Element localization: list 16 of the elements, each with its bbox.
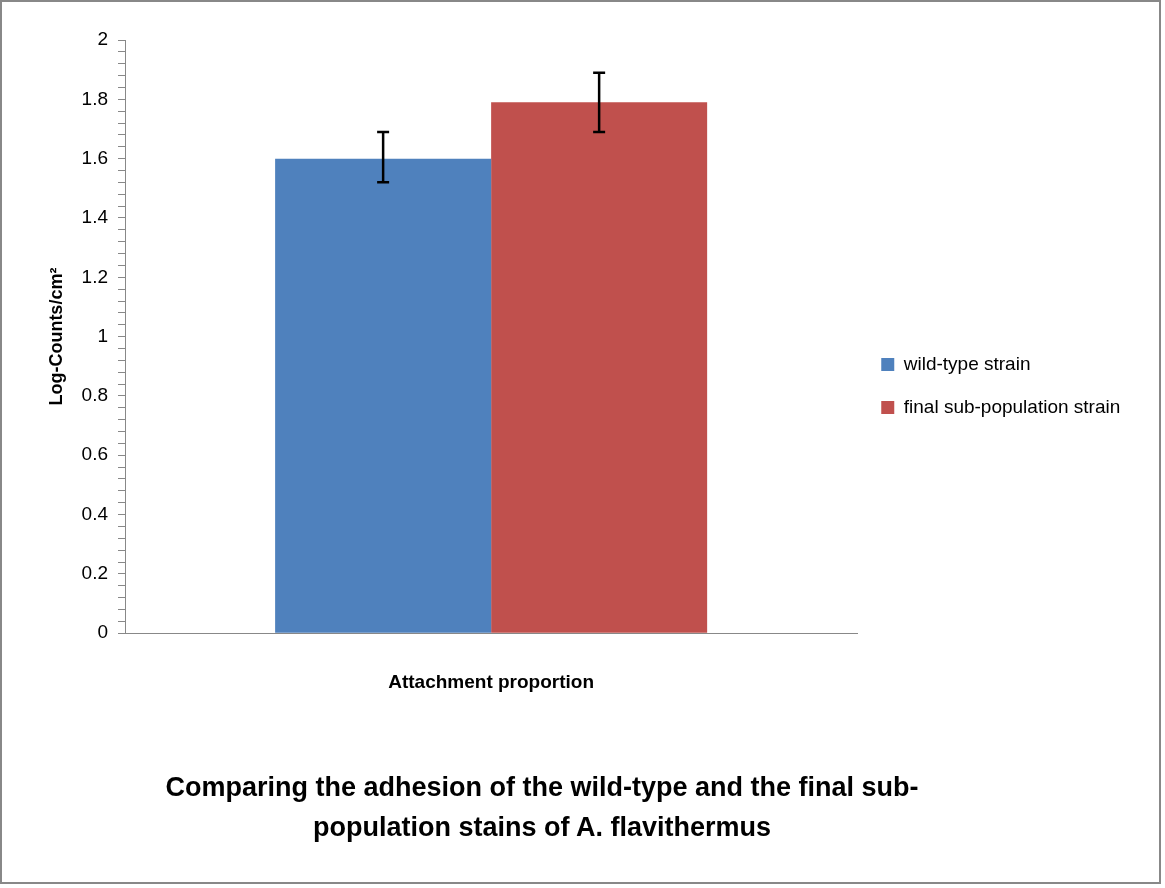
y-tick-label: 1.6 — [81, 146, 109, 168]
y-tick-label: 0 — [97, 621, 109, 643]
y-tick-label: 0.8 — [81, 384, 109, 406]
y-tick-label: 0.2 — [81, 562, 109, 584]
y-tick-label: 1 — [97, 324, 109, 346]
y-tick-label: 0.6 — [81, 443, 109, 465]
legend-label: final sub-population strain — [903, 395, 1121, 417]
y-tick-label: 1.2 — [81, 265, 109, 287]
x-tick-label: Attachment proportion — [388, 670, 595, 692]
y-tick-label: 0.4 — [81, 502, 109, 524]
y-tick-label: 1.8 — [81, 87, 109, 109]
y-tick-label: 2 — [97, 28, 109, 50]
legend-label: wild-type strain — [902, 352, 1031, 374]
text: Comparing the adhesion of the wild-type and the final sub-population stains of A. flavithermus — [164, 771, 920, 844]
y-tick-label: 1.4 — [81, 206, 109, 228]
y-axis-title: Log-Counts/cm² — [45, 267, 66, 406]
